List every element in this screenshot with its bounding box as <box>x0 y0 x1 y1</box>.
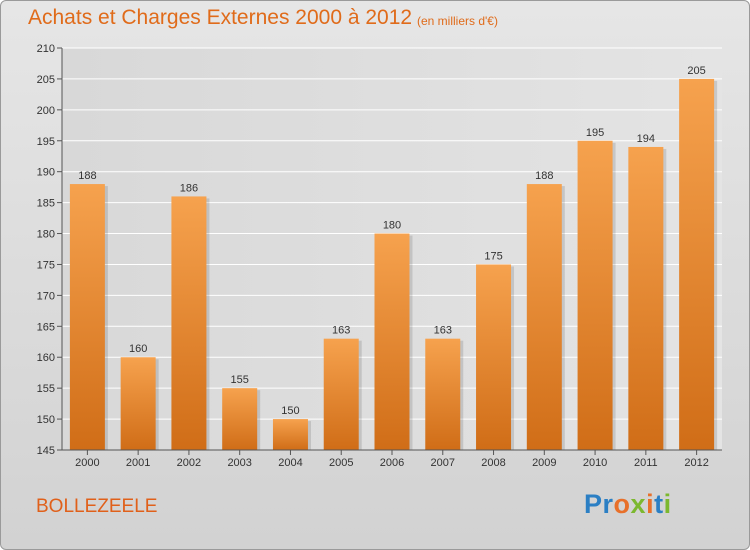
bars: 188 160 186 155 150 163 180 163 175 188 195 194 205 <box>69 65 718 451</box>
x-tick-label: 2006 <box>380 457 404 469</box>
bar <box>628 146 664 450</box>
bar-value-label: 188 <box>535 170 553 182</box>
bar <box>222 388 258 450</box>
bar <box>526 184 562 451</box>
bar-value-label: 186 <box>180 182 198 194</box>
y-tick-label: 160 <box>37 352 55 364</box>
bar-value-label: 160 <box>129 343 147 355</box>
bar <box>374 233 410 450</box>
bar-value-label: 163 <box>434 325 452 337</box>
logo-letter: x <box>630 489 647 519</box>
bar <box>171 196 207 450</box>
bar-value-label: 150 <box>281 405 299 417</box>
commune-name: BOLLEZEELE <box>36 496 158 517</box>
chart-title: Achats et Charges Externes 2000 à 2012 <box>28 6 413 29</box>
proxiti-logo: Proxiti <box>584 489 672 520</box>
logo-letter: i <box>663 489 672 519</box>
x-axis: 2000 2001 2002 2003 2004 2005 2006 2007 2008 2009… <box>62 449 722 469</box>
x-tick-label: 2009 <box>532 457 556 469</box>
x-tick-label: 2011 <box>634 457 658 469</box>
bar-value-label: 195 <box>586 127 604 139</box>
bar-value-label: 155 <box>231 374 249 386</box>
y-tick-label: 205 <box>37 74 55 86</box>
bar <box>679 78 715 450</box>
logo-letter: r <box>602 489 614 519</box>
bar <box>272 419 308 450</box>
y-tick-label: 190 <box>37 167 55 179</box>
bar-value-label: 175 <box>484 250 502 262</box>
y-tick-label: 150 <box>37 414 55 426</box>
y-tick-label: 210 <box>37 43 55 55</box>
x-tick-label: 2005 <box>329 457 353 469</box>
y-tick-label: 175 <box>37 259 55 271</box>
x-tick-label: 2012 <box>684 457 708 469</box>
y-tick-label: 185 <box>37 198 55 210</box>
bar-value-label: 188 <box>78 170 96 182</box>
x-tick-label: 2004 <box>278 457 302 469</box>
y-tick-label: 200 <box>37 105 55 117</box>
bar <box>425 338 461 450</box>
y-tick-label: 145 <box>37 445 55 457</box>
bar <box>476 264 512 450</box>
x-tick-label: 2000 <box>75 457 99 469</box>
y-axis: 145 150 155 160 165 170 175 180 185 190 195 200 205 2… <box>37 43 63 457</box>
logo-letter: i <box>646 489 655 519</box>
x-tick-label: 2008 <box>481 457 505 469</box>
x-tick-label: 2001 <box>126 457 150 469</box>
bar <box>69 184 105 451</box>
logo-letter: P <box>584 489 603 519</box>
bar <box>577 140 613 450</box>
logo-letter: t <box>654 489 664 519</box>
x-tick-label: 2010 <box>583 457 607 469</box>
bar <box>120 357 156 450</box>
x-tick-label: 2002 <box>177 457 201 469</box>
y-tick-label: 170 <box>37 290 55 302</box>
x-tick-label: 2007 <box>431 457 455 469</box>
chart-subtitle: (en milliers d'€) <box>417 14 498 28</box>
bar-value-label: 180 <box>383 220 401 232</box>
logo-letter: o <box>613 489 631 519</box>
y-tick-label: 195 <box>37 136 55 148</box>
x-tick-label: 2003 <box>227 457 251 469</box>
y-tick-label: 165 <box>37 321 55 333</box>
y-tick-label: 180 <box>37 229 55 241</box>
bar-value-label: 163 <box>332 325 350 337</box>
bar-value-label: 205 <box>687 65 705 77</box>
y-tick-label: 155 <box>37 383 55 395</box>
bar <box>323 338 359 450</box>
bar-value-label: 194 <box>637 133 655 145</box>
